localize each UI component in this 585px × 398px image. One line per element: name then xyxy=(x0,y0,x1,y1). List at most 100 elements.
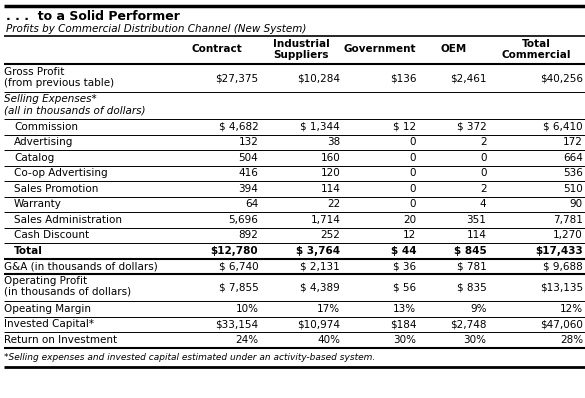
Text: 64: 64 xyxy=(245,199,259,209)
Text: Sales Promotion: Sales Promotion xyxy=(14,184,98,194)
Text: 30%: 30% xyxy=(393,335,417,345)
Text: 351: 351 xyxy=(467,215,487,225)
Text: 9%: 9% xyxy=(470,304,487,314)
Text: 132: 132 xyxy=(239,137,259,147)
Text: Cash Discount: Cash Discount xyxy=(14,230,89,240)
Text: 510: 510 xyxy=(563,184,583,194)
Text: $47,060: $47,060 xyxy=(540,319,583,329)
Text: 5,696: 5,696 xyxy=(229,215,259,225)
Text: $ 9,688: $ 9,688 xyxy=(543,261,583,271)
Text: $136: $136 xyxy=(390,74,417,84)
Text: Opeating Margin: Opeating Margin xyxy=(4,304,91,314)
Text: 12%: 12% xyxy=(560,304,583,314)
Text: Industrial: Industrial xyxy=(273,39,330,49)
Text: 24%: 24% xyxy=(235,335,259,345)
Text: $12,780: $12,780 xyxy=(211,246,259,256)
Text: $ 781: $ 781 xyxy=(457,261,487,271)
Text: $13,135: $13,135 xyxy=(540,283,583,293)
Text: Profits by Commercial Distribution Channel (New System): Profits by Commercial Distribution Chann… xyxy=(6,24,307,34)
Text: Total: Total xyxy=(14,246,43,256)
Text: $2,748: $2,748 xyxy=(450,319,487,329)
Text: $ 1,344: $ 1,344 xyxy=(301,122,340,132)
Text: 17%: 17% xyxy=(317,304,340,314)
Text: $ 845: $ 845 xyxy=(454,246,487,256)
Text: Commercial: Commercial xyxy=(502,50,572,60)
Text: $ 6,410: $ 6,410 xyxy=(543,122,583,132)
Text: $ 12: $ 12 xyxy=(393,122,417,132)
Text: Return on Investment: Return on Investment xyxy=(4,335,117,345)
Text: $27,375: $27,375 xyxy=(215,74,259,84)
Text: $ 3,764: $ 3,764 xyxy=(296,246,340,256)
Text: $2,461: $2,461 xyxy=(450,74,487,84)
Text: 0: 0 xyxy=(410,137,417,147)
Text: $ 7,855: $ 7,855 xyxy=(219,283,259,293)
Text: 1,714: 1,714 xyxy=(311,215,340,225)
Text: 38: 38 xyxy=(327,137,340,147)
Text: 892: 892 xyxy=(239,230,259,240)
Text: OEM: OEM xyxy=(441,44,466,54)
Text: $10,974: $10,974 xyxy=(297,319,340,329)
Text: 0: 0 xyxy=(410,199,417,209)
Text: $ 4,389: $ 4,389 xyxy=(301,283,340,293)
Text: 252: 252 xyxy=(321,230,340,240)
Text: 1,270: 1,270 xyxy=(553,230,583,240)
Text: 172: 172 xyxy=(563,137,583,147)
Text: 12: 12 xyxy=(403,230,417,240)
Text: 13%: 13% xyxy=(393,304,417,314)
Text: 0: 0 xyxy=(480,153,487,163)
Text: $ 36: $ 36 xyxy=(393,261,417,271)
Text: $ 56: $ 56 xyxy=(393,283,417,293)
Text: $184: $184 xyxy=(390,319,417,329)
Text: 114: 114 xyxy=(467,230,487,240)
Text: 0: 0 xyxy=(410,184,417,194)
Text: 536: 536 xyxy=(563,168,583,178)
Text: 120: 120 xyxy=(321,168,340,178)
Text: $ 4,682: $ 4,682 xyxy=(219,122,259,132)
Text: $ 372: $ 372 xyxy=(457,122,487,132)
Text: Total: Total xyxy=(522,39,551,49)
Text: Co-op Advertising: Co-op Advertising xyxy=(14,168,108,178)
Text: $ 44: $ 44 xyxy=(391,246,417,256)
Text: $40,256: $40,256 xyxy=(540,74,583,84)
Text: (in thousands of dollars): (in thousands of dollars) xyxy=(4,287,131,297)
Text: . . .  to a Solid Performer: . . . to a Solid Performer xyxy=(6,10,180,23)
Text: 664: 664 xyxy=(563,153,583,163)
Text: 0: 0 xyxy=(410,168,417,178)
Text: G&A (in thousands of dollars): G&A (in thousands of dollars) xyxy=(4,261,158,271)
Text: Sales Administration: Sales Administration xyxy=(14,215,122,225)
Text: Government: Government xyxy=(344,44,417,54)
Text: Advertising: Advertising xyxy=(14,137,73,147)
Text: $33,154: $33,154 xyxy=(215,319,259,329)
Text: Suppliers: Suppliers xyxy=(274,50,329,60)
Text: 22: 22 xyxy=(327,199,340,209)
Text: $17,433: $17,433 xyxy=(535,246,583,256)
Text: Warranty: Warranty xyxy=(14,199,62,209)
Text: 40%: 40% xyxy=(317,335,340,345)
Text: Commission: Commission xyxy=(14,122,78,132)
Text: 0: 0 xyxy=(410,153,417,163)
Text: 28%: 28% xyxy=(560,335,583,345)
Text: 30%: 30% xyxy=(463,335,487,345)
Text: $ 835: $ 835 xyxy=(457,283,487,293)
Text: $ 6,740: $ 6,740 xyxy=(219,261,259,271)
Text: 4: 4 xyxy=(480,199,487,209)
Text: 416: 416 xyxy=(239,168,259,178)
Text: 90: 90 xyxy=(570,199,583,209)
Text: 394: 394 xyxy=(239,184,259,194)
Text: Catalog: Catalog xyxy=(14,153,54,163)
Text: (from previous table): (from previous table) xyxy=(4,78,114,88)
Text: Selling Expenses*
(all in thousands of dollars): Selling Expenses* (all in thousands of d… xyxy=(4,94,146,115)
Text: 2: 2 xyxy=(480,184,487,194)
Text: Contract: Contract xyxy=(191,44,242,54)
Text: $10,284: $10,284 xyxy=(297,74,340,84)
Text: 7,781: 7,781 xyxy=(553,215,583,225)
Text: Operating Profit: Operating Profit xyxy=(4,276,87,286)
Text: $ 2,131: $ 2,131 xyxy=(301,261,340,271)
Text: 0: 0 xyxy=(480,168,487,178)
Text: Invested Capital*: Invested Capital* xyxy=(4,319,94,329)
Text: 114: 114 xyxy=(321,184,340,194)
Text: 160: 160 xyxy=(321,153,340,163)
Text: *Selling expenses and invested capital estimated under an activity-based system.: *Selling expenses and invested capital e… xyxy=(4,353,375,361)
Text: 10%: 10% xyxy=(235,304,259,314)
Text: 2: 2 xyxy=(480,137,487,147)
